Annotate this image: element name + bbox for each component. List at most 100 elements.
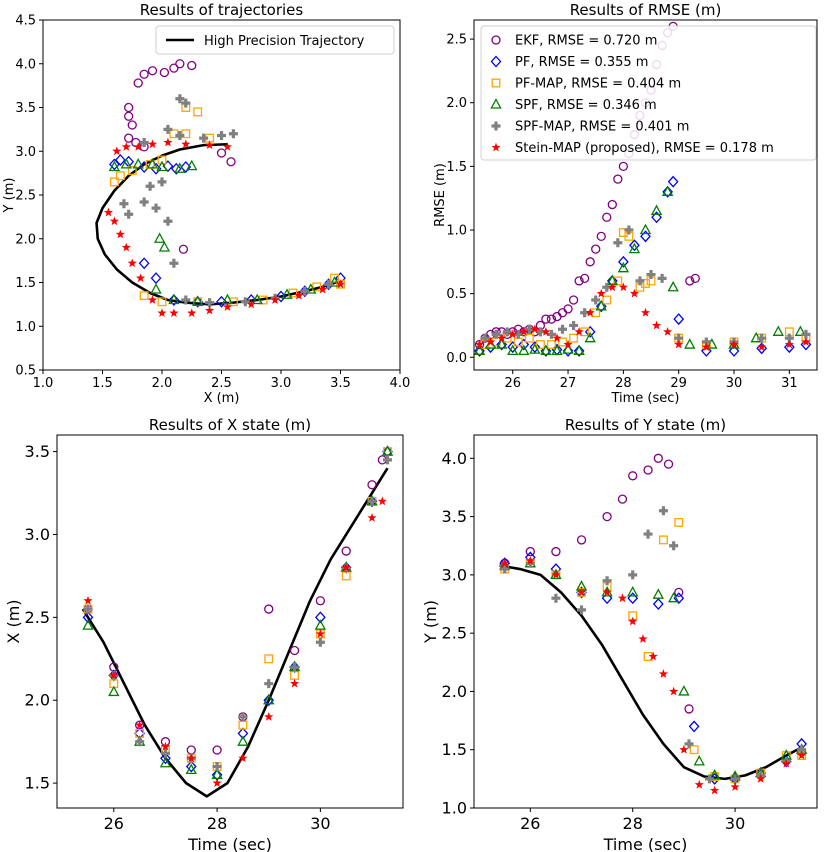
data-point bbox=[237, 735, 249, 746]
data-point bbox=[524, 324, 534, 334]
data-point bbox=[535, 340, 545, 349]
x-tick-label: 27 bbox=[560, 376, 577, 391]
axes-frame bbox=[42, 19, 401, 371]
data-point bbox=[124, 209, 134, 219]
data-point bbox=[729, 339, 739, 349]
data-point bbox=[584, 331, 596, 343]
data-point bbox=[784, 333, 794, 343]
data-point bbox=[150, 283, 162, 294]
data-point bbox=[569, 320, 579, 330]
data-point bbox=[529, 341, 541, 354]
data-point bbox=[546, 329, 556, 339]
y-tick-label: 2.0 bbox=[15, 232, 36, 247]
x-tick-label: 26 bbox=[520, 814, 540, 833]
data-point bbox=[568, 295, 579, 305]
chart-panel-3: Results of X state (m) 26 28 30 1.5 2.0 2.5 3.0… bbox=[4, 416, 404, 852]
data-point bbox=[193, 107, 203, 117]
x-axis-label: Time (sec) bbox=[603, 835, 688, 852]
data-point bbox=[217, 131, 226, 140]
data-point bbox=[147, 66, 158, 76]
data-point bbox=[108, 160, 121, 172]
data-point bbox=[669, 686, 679, 696]
data-point bbox=[648, 651, 658, 661]
y-tick-label: 2.0 bbox=[446, 96, 467, 111]
legend: High Precision Trajectory bbox=[155, 25, 395, 55]
legend-label: SPF-MAP, RMSE = 0.401 m bbox=[515, 120, 689, 135]
data-point bbox=[109, 216, 119, 226]
y-tick-label: 1.0 bbox=[15, 320, 36, 335]
data-point bbox=[601, 592, 613, 605]
data-point bbox=[674, 339, 684, 349]
y-tick-label: 0.5 bbox=[15, 364, 36, 379]
data-point bbox=[474, 344, 485, 357]
data-point bbox=[667, 280, 679, 292]
legend-box bbox=[480, 25, 817, 161]
data-point bbox=[685, 276, 695, 286]
data-point bbox=[151, 203, 161, 213]
data-point bbox=[617, 593, 628, 603]
data-point bbox=[139, 138, 149, 147]
y-axis-label: Y (m) bbox=[421, 600, 440, 644]
data-point bbox=[624, 225, 634, 235]
data-point bbox=[120, 158, 132, 169]
data-point bbox=[801, 329, 811, 339]
chart-title: Results of trajectories bbox=[140, 1, 304, 19]
data-point bbox=[518, 344, 530, 356]
high-precision-trajectory-line bbox=[499, 564, 803, 781]
data-point bbox=[127, 258, 137, 268]
data-point bbox=[513, 329, 523, 339]
data-point bbox=[315, 596, 326, 606]
y-tick-label: 3.5 bbox=[442, 507, 467, 526]
y-tick-label: 2.0 bbox=[442, 682, 467, 701]
data-point bbox=[181, 139, 191, 149]
data-point bbox=[163, 216, 173, 226]
data-point bbox=[580, 308, 590, 318]
data-point bbox=[641, 279, 650, 288]
data-point bbox=[639, 223, 652, 235]
data-point bbox=[341, 562, 351, 572]
data-point bbox=[312, 282, 322, 292]
data-point bbox=[540, 344, 552, 357]
data-point bbox=[112, 146, 122, 156]
data-point bbox=[602, 576, 612, 586]
data-point bbox=[121, 142, 131, 151]
data-point bbox=[119, 199, 129, 209]
data-point bbox=[650, 204, 663, 216]
data-point bbox=[627, 585, 639, 597]
data-point bbox=[772, 325, 784, 336]
data-point bbox=[794, 325, 807, 336]
y-tick-label: 4.0 bbox=[15, 57, 36, 72]
data-point bbox=[602, 212, 612, 222]
data-point bbox=[757, 333, 767, 343]
data-point bbox=[674, 517, 684, 527]
data-point bbox=[602, 282, 612, 292]
data-point bbox=[602, 587, 612, 597]
data-point bbox=[136, 273, 146, 283]
data-point bbox=[114, 154, 126, 166]
data-point bbox=[613, 276, 623, 286]
data-point bbox=[574, 327, 584, 336]
series-stein-map-proposed- bbox=[474, 282, 811, 351]
legend-marker bbox=[491, 78, 501, 88]
series-spf-map bbox=[83, 455, 393, 772]
data-point bbox=[679, 744, 689, 754]
data-point bbox=[178, 244, 189, 254]
data-point bbox=[109, 177, 119, 187]
legend-box bbox=[155, 25, 395, 55]
series-spf bbox=[108, 158, 341, 306]
data-point bbox=[628, 242, 641, 254]
data-point bbox=[701, 337, 711, 347]
data-point bbox=[524, 333, 534, 343]
data-point bbox=[163, 137, 173, 147]
x-tick-label: 28 bbox=[623, 814, 643, 833]
data-point bbox=[341, 546, 351, 556]
legend-marker bbox=[490, 98, 502, 109]
data-point bbox=[109, 158, 120, 171]
data-point bbox=[693, 755, 705, 766]
data-point bbox=[577, 605, 587, 615]
data-point bbox=[205, 298, 215, 308]
x-tick-label: 30 bbox=[725, 814, 745, 833]
data-point bbox=[83, 595, 93, 605]
legend: EKF, RMSE = 0.720 m PF, RMSE = 0.355 m PF-… bbox=[480, 25, 817, 161]
data-point bbox=[585, 307, 595, 317]
